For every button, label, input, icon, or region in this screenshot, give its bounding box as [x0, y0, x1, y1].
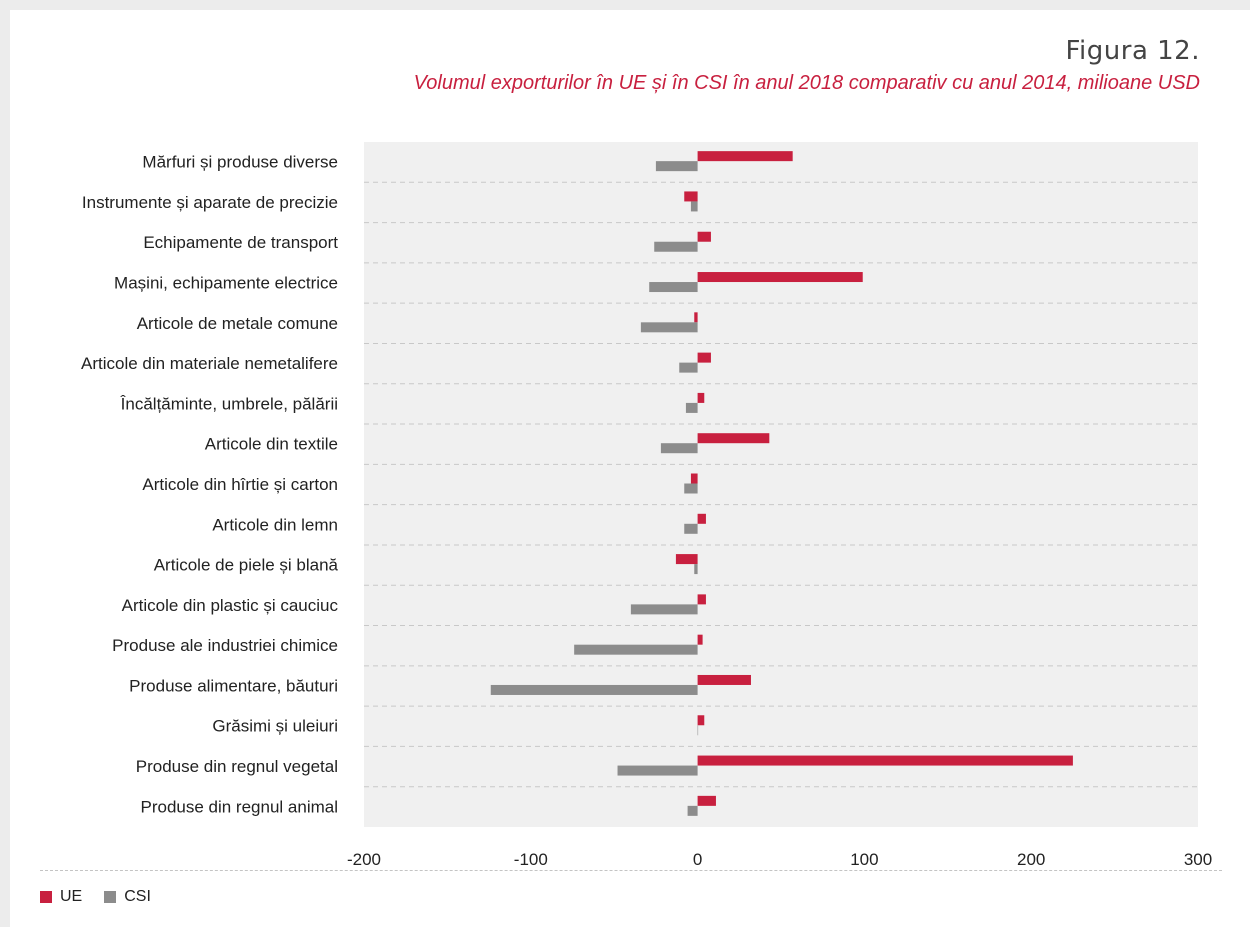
- category-label: Produse alimentare, băuturi: [129, 676, 338, 695]
- category-label: Instrumente și aparate de precizie: [82, 193, 338, 212]
- bar-csi-category-2: [654, 241, 698, 252]
- bar-ue-category-12: [697, 634, 703, 645]
- bar-csi-category-8: [684, 483, 698, 494]
- bar-csi-category-10: [694, 564, 698, 575]
- bar-csi-category-7: [660, 443, 698, 454]
- plot-area: [364, 142, 1198, 827]
- bar-csi-category-5: [679, 362, 698, 373]
- bar-csi-category-6: [685, 402, 698, 413]
- bar-csi-category-16: [687, 805, 698, 816]
- bar-ue-category-7: [697, 433, 770, 444]
- bar-csi-category-11: [630, 604, 698, 615]
- bar-ue-category-10: [675, 554, 698, 565]
- category-label: Articole din materiale nemetalifere: [81, 354, 338, 373]
- figure-label: Figura 12.: [1065, 36, 1200, 66]
- legend-item-ue: UE: [40, 888, 82, 906]
- category-label: Echipamente de transport: [143, 233, 338, 252]
- legend-swatch-ue: [40, 891, 52, 903]
- bar-ue-category-15: [697, 755, 1073, 766]
- category-label: Articole din textile: [205, 435, 338, 454]
- bar-csi-category-3: [649, 282, 698, 293]
- legend-swatch-csi: [104, 891, 117, 903]
- category-label: Articole din plastic și cauciuc: [122, 596, 339, 615]
- legend-divider: [40, 870, 1222, 871]
- bar-ue-category-11: [697, 594, 706, 605]
- x-tick-label: 100: [850, 850, 878, 869]
- legend-label-csi: CSI: [124, 888, 151, 905]
- category-label: Articole din lemn: [212, 515, 338, 534]
- category-label: Articole din hîrtie și carton: [142, 475, 338, 494]
- bar-ue-category-5: [697, 352, 711, 363]
- x-tick-label: -200: [347, 850, 381, 869]
- category-label: Produse din regnul vegetal: [136, 757, 338, 776]
- bar-ue-category-2: [697, 231, 711, 242]
- bar-csi-category-14: [697, 725, 699, 736]
- bar-ue-category-16: [697, 795, 716, 806]
- x-tick-label: 0: [693, 850, 702, 869]
- category-label: Produse ale industriei chimice: [112, 636, 338, 655]
- category-label: Produse din regnul animal: [140, 797, 338, 816]
- bar-csi-category-15: [617, 765, 698, 776]
- category-label: Mașini, echipamente electrice: [114, 274, 338, 293]
- category-label: Mărfuri și produse diverse: [142, 153, 338, 172]
- bar-ue-category-6: [697, 392, 705, 403]
- bar-csi-category-9: [684, 523, 698, 534]
- bar-ue-category-13: [697, 674, 751, 685]
- bar-csi-category-1: [690, 201, 698, 212]
- x-tick-label: 300: [1184, 850, 1212, 869]
- bar-ue-category-0: [697, 151, 793, 162]
- bar-ue-category-1: [684, 191, 698, 202]
- bar-csi-category-0: [655, 161, 698, 172]
- legend-item-csi: CSI: [104, 888, 151, 906]
- bar-ue-category-4: [694, 312, 698, 323]
- legend: UE CSI: [40, 888, 173, 906]
- legend-label-ue: UE: [60, 888, 83, 905]
- category-label: Articole de metale comune: [137, 314, 338, 333]
- category-label: Încălțăminte, umbrele, pălării: [120, 394, 338, 413]
- category-label: Articole de piele și blană: [154, 556, 339, 575]
- chart-title: Volumul exporturilor în UE și în CSI în …: [413, 72, 1200, 94]
- bar-ue-category-3: [697, 272, 863, 283]
- bar-csi-category-12: [574, 644, 698, 655]
- bar-csi-category-13: [490, 684, 698, 695]
- x-tick-label: 200: [1017, 850, 1045, 869]
- bar-ue-category-14: [697, 715, 705, 726]
- bar-ue-category-9: [697, 513, 706, 524]
- bar-ue-category-8: [690, 473, 698, 484]
- category-label: Grăsimi și uleiuri: [212, 717, 338, 736]
- x-tick-label: -100: [514, 850, 548, 869]
- bar-csi-category-4: [640, 322, 698, 333]
